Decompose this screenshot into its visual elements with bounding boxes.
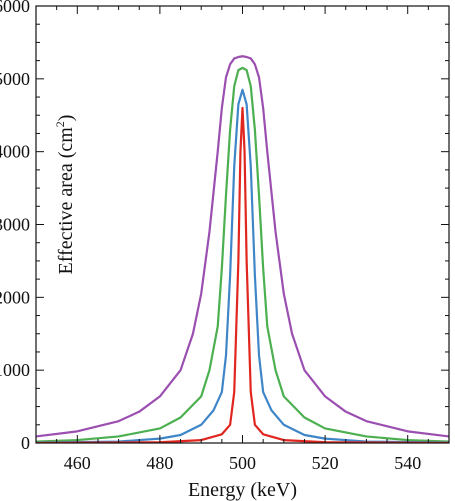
x-tick-label: 520 (312, 453, 339, 473)
y-tick-label: 3000 (0, 215, 30, 235)
x-tick-label: 540 (394, 453, 421, 473)
x-axis: 460 480 500 520 540 (56, 6, 429, 473)
y-tick-label: 0 (21, 433, 30, 453)
series-line-4 (36, 106, 449, 443)
y-tick-label: 2000 (0, 287, 30, 307)
series-line-1 (36, 55, 449, 438)
y-tick-label: 1000 (0, 360, 30, 380)
y-axis-label-superscript: 2 (53, 121, 67, 127)
y-tick-label: 5000 (0, 69, 30, 89)
y-axis-label: Effective area (cm2) (53, 115, 77, 275)
series-line-2 (36, 66, 449, 443)
x-tick-label: 480 (146, 453, 173, 473)
x-tick-label: 460 (64, 453, 91, 473)
x-axis-label: Energy (keV) (188, 479, 297, 501)
y-axis-label-text: Effective area (cm (55, 127, 77, 275)
plot-area (36, 55, 449, 443)
series-line-3 (36, 88, 449, 443)
plot-frame (35, 5, 450, 444)
y-tick-label: 6000 (0, 0, 30, 16)
x-tick-label: 500 (229, 453, 256, 473)
y-axis-label-close: ) (55, 115, 77, 122)
